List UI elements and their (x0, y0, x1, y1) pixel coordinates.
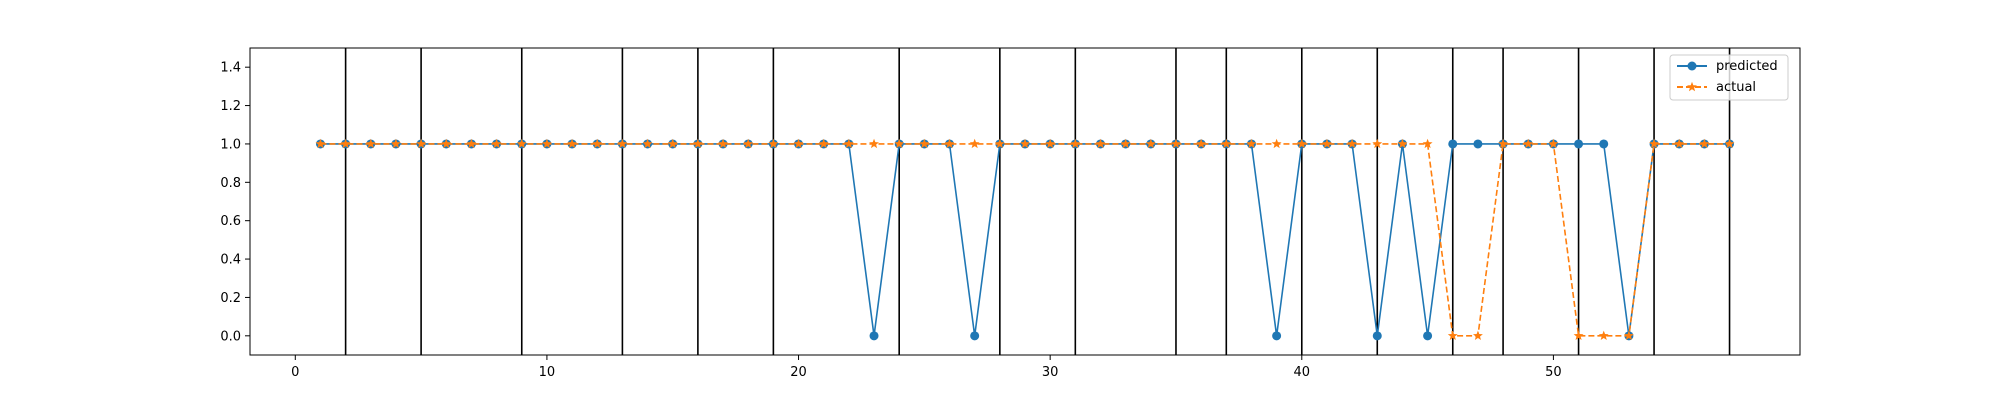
y-axis: 0.0 0.2 0.4 0.6 0.8 1.0 1.2 1.4 (220, 61, 250, 344)
data-point-actual (365, 138, 376, 149)
data-point-actual (1422, 138, 1433, 149)
data-point-actual (416, 138, 427, 149)
y-tick-label: 0.0 (220, 329, 241, 344)
x-tick-label: 50 (1545, 365, 1562, 380)
x-tick-label: 30 (1042, 365, 1059, 380)
data-point-actual (1699, 138, 1710, 149)
data-point-actual (1724, 138, 1735, 149)
data-point-predicted (1423, 331, 1433, 341)
data-point-predicted (869, 331, 879, 341)
data-point-actual (541, 138, 552, 149)
data-point-predicted (1372, 331, 1382, 341)
data-point-actual (1598, 330, 1609, 341)
data-point-actual (919, 138, 930, 149)
data-point-actual (1347, 138, 1358, 149)
y-tick-label: 0.4 (220, 253, 241, 268)
data-point-actual (1573, 330, 1584, 341)
data-point-actual (718, 138, 728, 149)
y-tick-label: 0.6 (220, 214, 241, 229)
x-axis: 0 10 20 30 40 50 (291, 355, 1562, 380)
data-point-actual (340, 138, 351, 149)
data-point-predicted (1272, 331, 1282, 341)
data-point-actual (1221, 138, 1232, 149)
data-point-actual (466, 138, 477, 149)
data-point-actual (1447, 330, 1458, 341)
data-point-actual (617, 138, 628, 149)
data-point-predicted (970, 331, 980, 341)
legend-actual-marker (1687, 81, 1697, 92)
data-point-actual (768, 138, 779, 149)
vertical-lines-group (344, 48, 1731, 355)
data-point-actual (1070, 138, 1081, 149)
legend: predicted actual (1669, 54, 1789, 101)
data-point-actual (1196, 138, 1207, 149)
y-tick-label: 0.2 (220, 291, 241, 306)
data-point-predicted (1574, 139, 1584, 149)
data-point-actual (516, 138, 527, 149)
data-point-actual (793, 138, 804, 149)
data-point-actual (1296, 138, 1307, 149)
data-point-actual (1498, 138, 1509, 149)
y-tick-label: 1.0 (220, 137, 241, 152)
data-point-actual (1120, 138, 1131, 149)
y-tick-label: 1.4 (220, 61, 241, 76)
plot-frame (249, 47, 1801, 356)
data-point-actual (1397, 138, 1408, 149)
data-point-actual (944, 138, 955, 149)
data-point-actual (1523, 138, 1534, 149)
data-point-predicted (1599, 139, 1609, 149)
data-point-predicted (1448, 139, 1458, 149)
x-tick-label: 10 (539, 365, 556, 380)
data-point-actual (692, 138, 703, 149)
data-point-actual (843, 138, 854, 149)
data-point-actual (315, 138, 326, 149)
x-tick-label: 40 (1294, 365, 1311, 380)
data-point-actual (441, 138, 452, 149)
data-point-actual (1649, 138, 1659, 149)
data-point-actual (1472, 330, 1483, 341)
data-point-predicted (1473, 139, 1483, 149)
data-point-actual (894, 138, 905, 149)
data-point-actual (667, 138, 678, 149)
data-point-actual (994, 138, 1005, 149)
data-point-actual (1246, 138, 1257, 149)
x-tick-label: 0 (291, 365, 299, 380)
y-tick-label: 0.8 (220, 176, 241, 191)
legend-actual-label: actual (1716, 80, 1756, 95)
data-point-actual (1322, 138, 1332, 149)
data-point-actual (1271, 138, 1282, 149)
data-point-actual (1095, 138, 1106, 149)
data-point-actual (592, 138, 603, 149)
x-tick-label: 20 (790, 365, 807, 380)
data-point-actual (1045, 138, 1056, 149)
data-point-actual (391, 138, 401, 149)
data-point-actual (869, 138, 879, 149)
data-point-actual (567, 138, 578, 149)
data-point-actual (969, 138, 980, 149)
series-group (315, 138, 1735, 341)
data-point-actual (1548, 138, 1559, 149)
data-point-actual (818, 138, 829, 149)
data-point-actual (743, 138, 754, 149)
data-point-actual (1020, 138, 1030, 149)
data-point-actual (1372, 138, 1383, 149)
data-point-actual (1674, 138, 1685, 149)
data-point-actual (1145, 138, 1156, 149)
y-tick-label: 1.2 (220, 99, 241, 114)
legend-predicted-marker (1687, 61, 1697, 71)
data-point-actual (1171, 138, 1181, 149)
data-point-actual (642, 138, 653, 149)
legend-predicted-label: predicted (1716, 59, 1778, 74)
data-point-actual (1623, 330, 1634, 341)
data-point-actual (491, 138, 502, 149)
